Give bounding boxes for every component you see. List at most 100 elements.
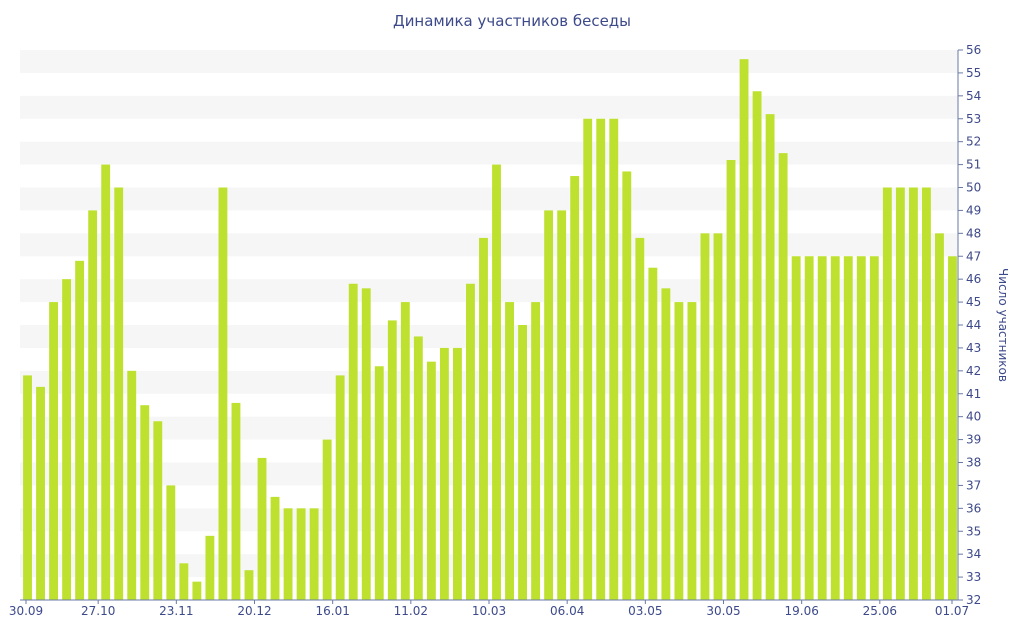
- y-tick-label: 38: [966, 456, 981, 470]
- x-tick-label: 01.07: [935, 604, 969, 618]
- bar: [531, 302, 541, 600]
- y-tick-label: 34: [966, 547, 981, 561]
- bar: [856, 256, 866, 600]
- bar: [49, 302, 58, 600]
- bar: [466, 283, 475, 600]
- bar: [453, 347, 462, 600]
- bars: [23, 59, 957, 601]
- bar: [557, 210, 567, 600]
- y-tick-label: 36: [966, 501, 981, 515]
- bar: [439, 347, 449, 600]
- x-tick-label: 03.05: [628, 604, 662, 618]
- bar: [179, 563, 189, 600]
- y-tick-label: 44: [966, 318, 981, 332]
- bar: [935, 233, 944, 601]
- chart-title: Динамика участников беседы: [392, 12, 632, 30]
- y-tick-label: 40: [966, 410, 981, 424]
- bar: [622, 171, 632, 601]
- bar: [661, 288, 671, 600]
- grid-band: [20, 279, 958, 303]
- y-tick-label: 32: [966, 593, 981, 607]
- bar: [335, 375, 345, 600]
- bar: [830, 256, 840, 600]
- grid-band: [20, 508, 958, 532]
- bar: [804, 256, 814, 600]
- y-tick-label: 45: [966, 295, 981, 309]
- bar: [674, 302, 684, 600]
- bar: [583, 118, 593, 600]
- bar: [687, 302, 697, 600]
- bar: [869, 256, 879, 600]
- y-tick-label: 35: [966, 524, 981, 538]
- x-axis-ticks: 30.09 27.10 23.11 20.12 16.01 11.02 10.03 06.04…: [9, 600, 969, 618]
- bar: [426, 361, 436, 600]
- bar: [322, 439, 332, 600]
- y-axis-title: Число участников: [996, 268, 1010, 382]
- y-axis-ticks: 32 33 34 35 36 37 38 39 40 41 42 43 44 45 46 47 48 49 50 51…: [958, 43, 981, 607]
- bar: [23, 375, 32, 600]
- bar: [544, 210, 554, 600]
- bar: [505, 302, 514, 600]
- grid-band: [20, 462, 958, 486]
- grid-band: [20, 233, 958, 257]
- bar: [166, 485, 176, 600]
- bar: [596, 118, 606, 600]
- y-tick-label: 33: [966, 570, 981, 584]
- bar: [140, 405, 150, 600]
- bar: [36, 386, 45, 600]
- bar: [244, 570, 254, 600]
- bar: [413, 336, 423, 600]
- bar: [400, 302, 410, 600]
- bar: [726, 160, 736, 600]
- x-tick-label: 06.04: [550, 604, 584, 618]
- y-tick-label: 55: [966, 66, 981, 80]
- bar: [88, 210, 98, 600]
- x-tick-label: 10.03: [472, 604, 506, 618]
- y-tick-label: 50: [966, 181, 981, 195]
- grid-band: [20, 187, 958, 211]
- x-tick-label: 30.05: [706, 604, 740, 618]
- grid-band: [20, 325, 958, 348]
- bar: [518, 325, 527, 600]
- bar: [713, 233, 723, 601]
- y-tick-label: 54: [966, 89, 981, 103]
- y-tick-label: 48: [966, 226, 981, 240]
- bar: [778, 153, 788, 600]
- y-tick-label: 39: [966, 433, 981, 447]
- x-tick-label: 16.01: [315, 604, 349, 618]
- bar: [257, 457, 267, 600]
- bar: [231, 402, 241, 600]
- bar: [752, 91, 762, 600]
- bar: [895, 187, 905, 600]
- y-tick-label: 43: [966, 341, 981, 355]
- y-tick-label: 53: [966, 112, 981, 126]
- x-tick-label: 11.02: [394, 604, 428, 618]
- bar: [492, 164, 501, 601]
- y-tick-label: 52: [966, 135, 981, 149]
- x-tick-label: 25.06: [863, 604, 897, 618]
- bar: [192, 581, 202, 600]
- bar: [765, 114, 775, 601]
- bar: [700, 233, 710, 601]
- x-tick-label: 19.06: [784, 604, 818, 618]
- bar: [75, 260, 85, 600]
- x-tick-label: 30.09: [9, 604, 43, 618]
- grid-bands: [20, 50, 958, 578]
- y-tick-label: 49: [966, 203, 981, 217]
- bar: [843, 256, 853, 600]
- bar: [270, 496, 280, 600]
- grid-band: [20, 416, 958, 440]
- bar: [882, 187, 892, 600]
- bar: [948, 256, 957, 600]
- y-tick-label: 51: [966, 158, 981, 172]
- bar: [153, 421, 163, 600]
- bar: [479, 237, 488, 600]
- y-tick-label: 46: [966, 272, 981, 286]
- bar: [739, 59, 749, 600]
- bar: [348, 283, 358, 600]
- grid-band: [20, 554, 958, 578]
- bar: [908, 187, 918, 600]
- y-tick-label: 41: [966, 387, 981, 401]
- bar: [791, 256, 801, 600]
- grid-band: [20, 141, 958, 165]
